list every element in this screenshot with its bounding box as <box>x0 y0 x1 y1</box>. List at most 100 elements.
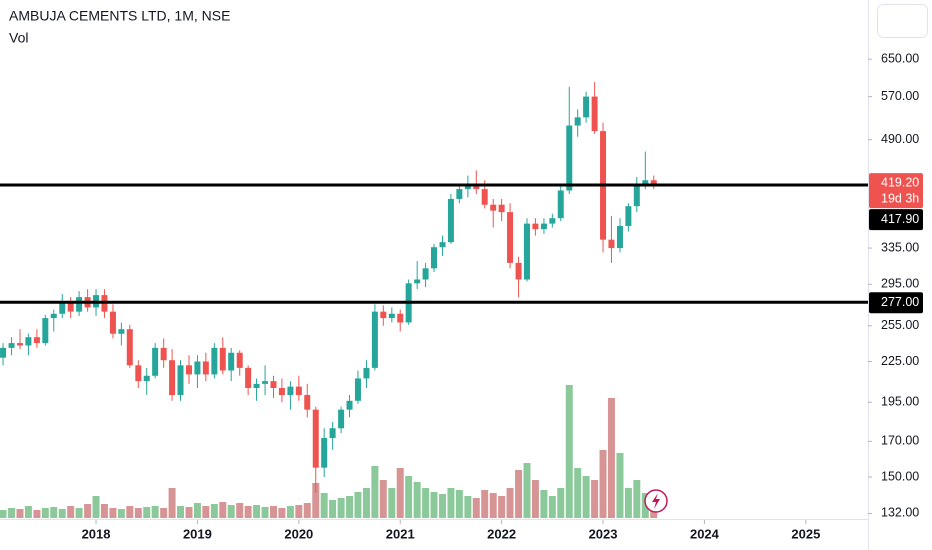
candle-body <box>608 239 615 249</box>
x-tick-label: 2018 <box>82 526 111 541</box>
volume-bar <box>117 509 125 518</box>
candle-body <box>523 223 530 280</box>
chart-title: AMBUJA CEMENTS LTD, 1M, NSE <box>9 8 230 24</box>
volume-bar <box>75 508 83 518</box>
candle-body <box>388 313 395 319</box>
volume-bar <box>320 493 328 518</box>
volume-bar <box>227 505 235 518</box>
candle-body <box>109 311 116 334</box>
candle-body <box>422 268 429 280</box>
y-tick-label: 170.00 <box>881 434 919 448</box>
candle-body <box>515 262 522 280</box>
candle-body <box>67 301 74 312</box>
volume-bar <box>506 488 514 518</box>
volume-bar <box>624 488 632 518</box>
volume-bar <box>176 506 184 518</box>
axes: 650.00 570.00 490.00 335.00 295.00 255.00 225.… <box>82 51 923 541</box>
candle-body <box>642 180 649 184</box>
replay-button[interactable] <box>644 489 668 513</box>
candle-body <box>304 395 311 410</box>
y-tick-label: 255.00 <box>881 318 919 332</box>
candle-body <box>557 190 564 219</box>
volume-bar <box>548 496 556 518</box>
candle-body <box>397 313 404 323</box>
x-tick-label: 2022 <box>487 526 516 541</box>
candle-body <box>118 329 125 334</box>
candle-body <box>211 347 218 375</box>
volume-bar <box>422 488 430 518</box>
candle-body <box>59 301 66 314</box>
candle-body <box>625 206 632 226</box>
volume-bar <box>430 492 438 518</box>
volume-bar <box>261 507 269 518</box>
volume-bar <box>472 498 480 518</box>
candle-body <box>186 365 193 375</box>
candle-body <box>380 311 387 319</box>
volume-bar <box>498 496 506 518</box>
volume-bar <box>540 490 548 518</box>
candle-body <box>126 329 133 366</box>
y-tick-label: 650.00 <box>881 51 919 65</box>
candle-body <box>76 297 83 312</box>
y-tick-label: 150.00 <box>881 469 919 483</box>
volume-bar <box>193 503 201 518</box>
candle-body <box>50 313 57 319</box>
candle-body <box>0 347 7 358</box>
candle-body <box>540 223 547 230</box>
volume-bar <box>109 508 117 518</box>
candle-body <box>194 361 201 375</box>
candle-body <box>490 204 497 211</box>
candle-body <box>532 223 539 230</box>
candle-body <box>650 180 657 185</box>
candle-body <box>321 438 328 468</box>
volume-bar <box>134 508 142 518</box>
candle-body <box>33 337 40 344</box>
volume-bar <box>303 503 311 518</box>
candle-body <box>8 343 15 348</box>
y-tick-label: 195.00 <box>881 395 919 409</box>
volume-bar <box>599 450 607 518</box>
volume-bar <box>202 506 210 518</box>
candle-body <box>295 386 302 396</box>
volume-bar <box>557 488 565 518</box>
volume-bar <box>515 470 523 518</box>
x-tick-label: 2023 <box>589 526 618 541</box>
volume-bar <box>286 506 294 518</box>
volume-bar <box>67 506 75 518</box>
volume-bar <box>413 482 421 518</box>
candle-body <box>473 184 480 190</box>
volume-label: Vol <box>9 30 28 46</box>
volume-bar <box>253 505 261 518</box>
replay-icon[interactable] <box>652 493 660 509</box>
line-label-box <box>869 292 923 314</box>
volume-bar <box>168 488 176 518</box>
settings-button[interactable] <box>877 4 928 38</box>
candle-body <box>338 409 345 429</box>
volume-bar <box>24 506 32 518</box>
volume-bar <box>582 476 590 518</box>
candle-body <box>312 409 319 468</box>
y-tick-label: 132.00 <box>881 506 919 520</box>
candle-body <box>549 218 556 224</box>
last-price-box <box>869 173 923 209</box>
volume-bar <box>100 504 108 518</box>
candle-body <box>160 347 167 361</box>
x-tick-label: 2020 <box>284 526 313 541</box>
volume-bar <box>219 502 227 518</box>
candle-body <box>481 189 488 205</box>
volume-bar <box>337 498 345 518</box>
volume-bar <box>16 509 24 518</box>
candle-body <box>202 361 209 375</box>
line-label: 277.00 <box>881 295 919 309</box>
volume-bar <box>405 476 413 518</box>
volume-bar <box>574 468 582 518</box>
volume-bar <box>151 506 159 518</box>
volume-bar <box>489 493 497 518</box>
volume-bar <box>439 494 447 518</box>
volume-bar <box>346 496 354 518</box>
volume-bar <box>126 506 134 518</box>
candle-body <box>346 400 353 410</box>
volume-bar <box>371 466 379 518</box>
candle-body <box>143 375 150 382</box>
